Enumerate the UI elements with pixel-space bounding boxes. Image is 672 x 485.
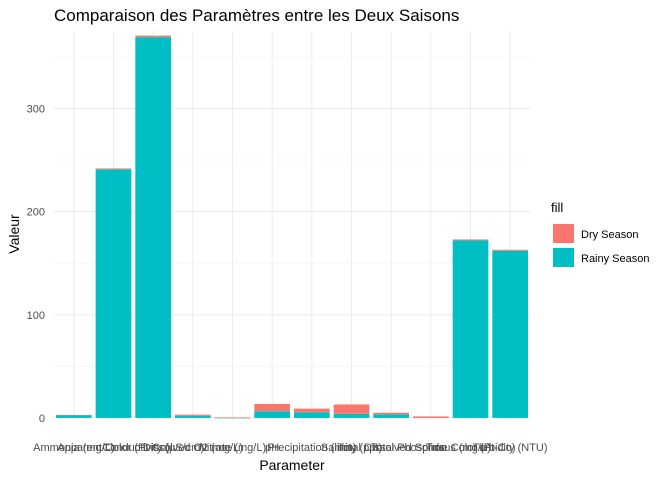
y-axis-ticks: 0 100 200 300	[27, 103, 45, 425]
bars	[55, 35, 529, 419]
legend-swatch	[553, 224, 574, 243]
y-tick-label: 300	[27, 103, 45, 115]
bar-dry-season	[492, 249, 529, 251]
bar-dry-season	[412, 416, 449, 418]
chart-title: Comparaison des Paramètres entre les Deu…	[54, 6, 459, 25]
legend-title: fill	[551, 200, 563, 215]
x-axis-ticks: Ammonia (mg/L)Apparent Color (Pt-Co)Cond…	[33, 442, 547, 454]
bar-rainy-season	[95, 169, 132, 418]
bar-rainy-season	[492, 250, 529, 418]
bar-rainy-season	[254, 411, 291, 418]
x-tick-label: Turbidity (NTU)	[473, 442, 548, 454]
legend-label: Rainy Season	[581, 253, 650, 265]
bar-dry-season	[452, 239, 489, 241]
x-tick-label: Apparent Color (Pt-Co)	[57, 442, 170, 454]
bar-dry-season	[55, 414, 92, 416]
x-tick-label: Dissolved O2 (mg/L)	[143, 442, 243, 454]
x-tick-label: pH	[265, 442, 279, 454]
y-tick-label: 0	[39, 413, 45, 425]
legend-swatch	[553, 248, 574, 267]
legend: fill Dry Season Rainy Season	[551, 200, 650, 267]
bar-dry-season	[254, 404, 291, 412]
bar-dry-season	[95, 168, 132, 170]
x-tick-label: Salinity (ppt)	[321, 442, 382, 454]
bar-rainy-season	[174, 415, 211, 418]
bar-dry-season	[373, 412, 410, 415]
bar-rainy-season	[452, 240, 489, 418]
y-tick-label: 100	[27, 310, 45, 322]
x-tick-label: Total Dissolved Solids	[338, 442, 445, 454]
bar-rainy-season	[214, 417, 251, 419]
bar-rainy-season	[333, 413, 370, 418]
bar-rainy-season	[373, 414, 410, 418]
bar-dry-season	[293, 408, 330, 413]
x-tick-label: True Color (Pt-Co)	[425, 442, 515, 454]
x-tick-label: Total Phosphorus (mg/L)	[371, 442, 491, 454]
x-tick-label: Conductivity (µS/cm)	[102, 442, 204, 454]
bar-rainy-season	[135, 37, 172, 418]
y-tick-label: 200	[27, 207, 45, 219]
bar-dry-season	[214, 417, 251, 419]
x-axis-label: Parameter	[259, 457, 325, 473]
bar-dry-season	[333, 404, 370, 414]
x-tick-label: Ammonia (mg/L)	[33, 442, 114, 454]
bar-dry-season	[174, 414, 211, 416]
bar-rainy-season	[55, 415, 92, 418]
x-tick-label: Precipitation (mm)	[267, 442, 356, 454]
x-tick-label: Nitrate (mg/L)	[199, 442, 266, 454]
bar-rainy-season	[293, 412, 330, 418]
y-axis-label: Valeur	[6, 214, 22, 254]
legend-label: Dry Season	[581, 229, 638, 241]
bar-dry-season	[135, 35, 172, 38]
legend-items: Dry Season Rainy Season	[553, 224, 650, 267]
